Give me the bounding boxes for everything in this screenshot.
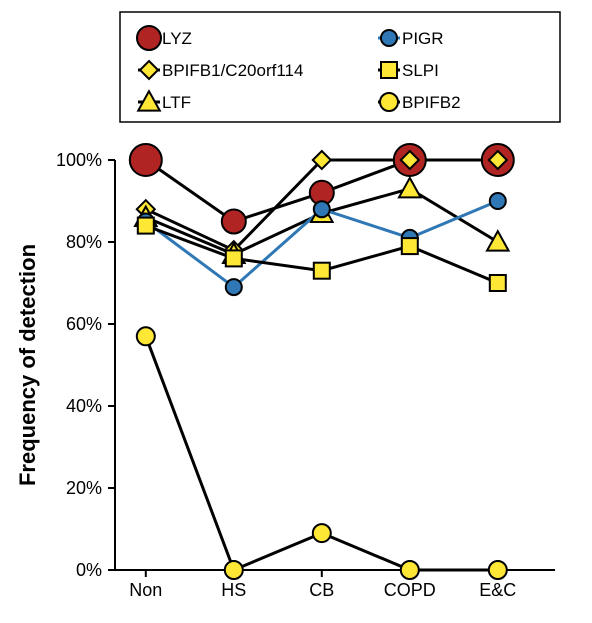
x-tick-label: CB xyxy=(309,580,334,600)
legend-label: BPIFB1/C20orf114 xyxy=(162,61,303,80)
x-tick-label: E&C xyxy=(479,580,516,600)
y-tick-label: 20% xyxy=(66,478,102,498)
y-tick-label: 0% xyxy=(76,560,102,580)
x-tick-label: COPD xyxy=(384,580,436,600)
legend-label: SLPI xyxy=(402,61,439,80)
y-axis-title: Frequency of detection xyxy=(15,244,40,486)
legend-label: PIGR xyxy=(402,29,444,48)
x-tick-label: HS xyxy=(221,580,246,600)
y-tick-label: 80% xyxy=(66,232,102,252)
legend-label: LYZ xyxy=(162,29,192,48)
detection-frequency-chart: 0% 20% 40% 60% 80% 100% Non HS CB COPD E&C Frequenc… xyxy=(0,0,592,623)
chart-svg: 0% 20% 40% 60% 80% 100% Non HS CB COPD E&C Frequenc… xyxy=(0,0,592,623)
legend-label: BPIFB2 xyxy=(402,93,461,112)
y-tick-label: 40% xyxy=(66,396,102,416)
y-tick-label: 60% xyxy=(66,314,102,334)
x-tick-label: Non xyxy=(129,580,162,600)
legend-label: LTF xyxy=(162,93,191,112)
y-tick-label: 100% xyxy=(56,150,102,170)
